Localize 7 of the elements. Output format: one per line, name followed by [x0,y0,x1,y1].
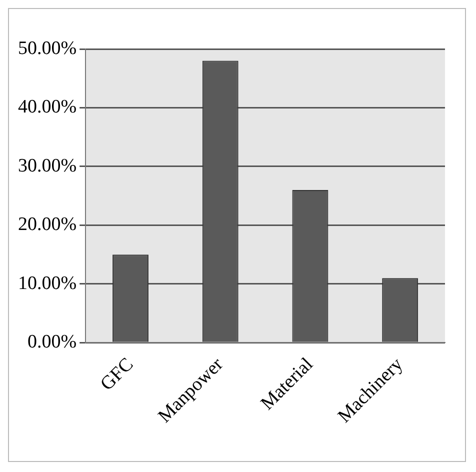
y-tick-label: 50.00% [18,38,77,59]
y-tick-label: 20.00% [18,214,77,236]
x-tick-label: GFC [96,354,138,395]
y-tick-label: 40.00% [18,96,77,118]
y-tick-label: 0.00% [28,332,77,353]
y-tick-label: 10.00% [18,272,77,294]
y-tick-label: 30.00% [18,155,77,176]
